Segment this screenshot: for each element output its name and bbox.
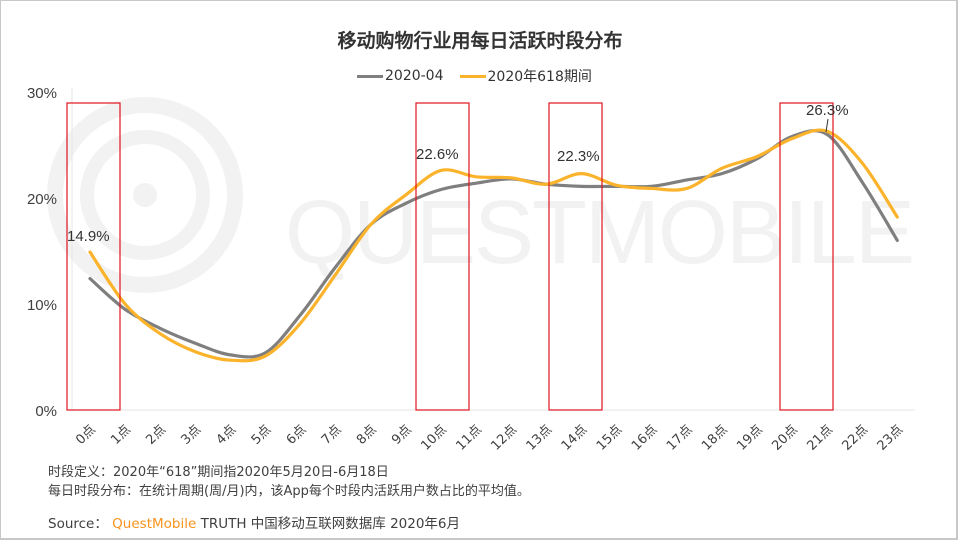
highlight-box bbox=[779, 102, 834, 411]
x-tick-label: 2点 bbox=[143, 422, 169, 448]
x-tick-label: 10点 bbox=[418, 422, 449, 453]
x-tick-label: 7点 bbox=[319, 422, 345, 448]
x-tick-label: 4点 bbox=[214, 422, 240, 448]
x-tick-label: 11点 bbox=[453, 422, 484, 453]
chart-legend: 2020-04 2020年618期间 bbox=[357, 66, 608, 86]
x-tick-label: 16点 bbox=[629, 422, 660, 453]
legend-swatch-orange bbox=[459, 74, 486, 78]
data-label: 14.9% bbox=[67, 228, 110, 245]
y-tick-label: 0% bbox=[35, 403, 57, 420]
x-tick-label: 18点 bbox=[699, 422, 730, 453]
legend-item-618: 2020年618期间 bbox=[459, 66, 592, 86]
x-tick-label: 5点 bbox=[249, 422, 275, 448]
footnotes: 时段定义：2020年“618”期间指2020年5月20日-6月18日 每日时段分… bbox=[48, 463, 530, 501]
source-brand: QuestMobile bbox=[112, 516, 197, 532]
data-label-leader bbox=[825, 118, 829, 133]
y-tick-label: 10% bbox=[27, 297, 57, 314]
x-tick-label: 6点 bbox=[284, 422, 310, 448]
footnote-period-definition: 时段定义：2020年“618”期间指2020年5月20日-6月18日 bbox=[48, 465, 389, 480]
x-tick-label: 23点 bbox=[875, 422, 906, 453]
x-tick-label: 12点 bbox=[489, 422, 520, 453]
highlight-box bbox=[415, 102, 470, 411]
x-tick-label: 20点 bbox=[769, 422, 800, 453]
x-tick-label: 22点 bbox=[840, 422, 871, 453]
x-tick-label: 8点 bbox=[354, 422, 380, 448]
x-tick-label: 14点 bbox=[559, 422, 590, 453]
y-tick-label: 30% bbox=[27, 85, 57, 102]
footnote-distribution-definition: 每日时段分布：在统计周期(周/月)内，该App每个时段内活跃用户数占比的平均值。 bbox=[48, 484, 530, 499]
source-prefix: Source： bbox=[48, 516, 108, 532]
source-line: Source： QuestMobile TRUTH 中国移动互联网数据库 202… bbox=[48, 512, 460, 532]
x-tick-label: 0点 bbox=[73, 422, 99, 448]
chart-title: 移动购物行业用每日活跃时段分布 bbox=[337, 30, 623, 52]
legend-swatch-gray bbox=[357, 74, 383, 78]
y-tick-label: 20% bbox=[27, 191, 57, 208]
highlight-box bbox=[548, 102, 603, 411]
data-label: 26.3% bbox=[806, 102, 849, 119]
x-tick-label: 17点 bbox=[664, 422, 695, 453]
x-tick-label: 15点 bbox=[594, 422, 625, 453]
x-tick-label: 1点 bbox=[108, 422, 134, 448]
x-tick-label: 9点 bbox=[389, 422, 415, 448]
data-label: 22.6% bbox=[416, 146, 459, 163]
legend-label: 2020年618期间 bbox=[487, 69, 592, 85]
x-tick-label: 19点 bbox=[734, 422, 765, 453]
legend-item-2020-04: 2020-04 bbox=[357, 68, 444, 84]
x-tick-label: 21点 bbox=[804, 422, 835, 453]
data-label: 22.3% bbox=[557, 148, 600, 165]
series-line-618 bbox=[88, 128, 899, 363]
watermark-text: QUESTMOBILE bbox=[285, 183, 915, 283]
legend-label: 2020-04 bbox=[385, 68, 444, 84]
x-tick-label: 3点 bbox=[178, 422, 204, 448]
source-rest: TRUTH 中国移动互联网数据库 2020年6月 bbox=[200, 516, 461, 532]
watermark: QUESTMOBILE bbox=[47, 97, 915, 293]
highlight-box bbox=[66, 102, 121, 411]
x-tick-label: 13点 bbox=[524, 422, 555, 453]
